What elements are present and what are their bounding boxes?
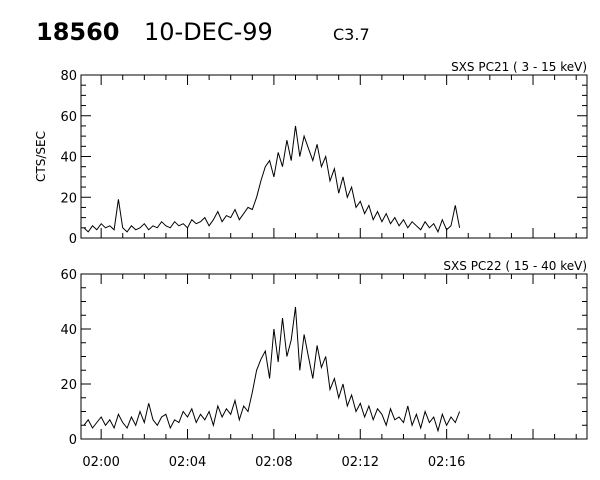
series-title-1: SXS PC21 ( 3 - 15 keV) xyxy=(451,60,587,74)
series-line-2 xyxy=(83,306,461,433)
x-tick-label: 02:04 xyxy=(169,455,206,470)
event-id: 18560 xyxy=(36,18,120,46)
flare-class: C3.7 xyxy=(333,25,370,44)
y-axis-label: CTS/SEC xyxy=(34,131,48,182)
series-title-2: SXS PC22 ( 15 - 40 keV) xyxy=(443,259,587,273)
y-tick-label: 20 xyxy=(60,378,77,393)
y-tick-label: 80 xyxy=(60,69,77,84)
y-tick-label: 0 xyxy=(69,232,77,247)
series-line-1 xyxy=(83,125,461,234)
x-tick-label: 02:16 xyxy=(428,455,465,470)
x-tick-label: 02:12 xyxy=(342,455,379,470)
plot-frame-1 xyxy=(80,74,588,239)
y-tick-label: 40 xyxy=(60,323,77,338)
event-date: 10-DEC-99 xyxy=(144,18,273,46)
y-tick-label: 20 xyxy=(60,191,77,206)
plot-frame-2 xyxy=(80,273,588,440)
y-tick-label: 60 xyxy=(60,268,77,283)
y-tick-label: 0 xyxy=(69,433,77,448)
x-tick-label: 02:00 xyxy=(82,455,119,470)
y-tick-label: 60 xyxy=(60,110,77,125)
y-tick-label: 40 xyxy=(60,151,77,166)
x-tick-label: 02:08 xyxy=(255,455,292,470)
